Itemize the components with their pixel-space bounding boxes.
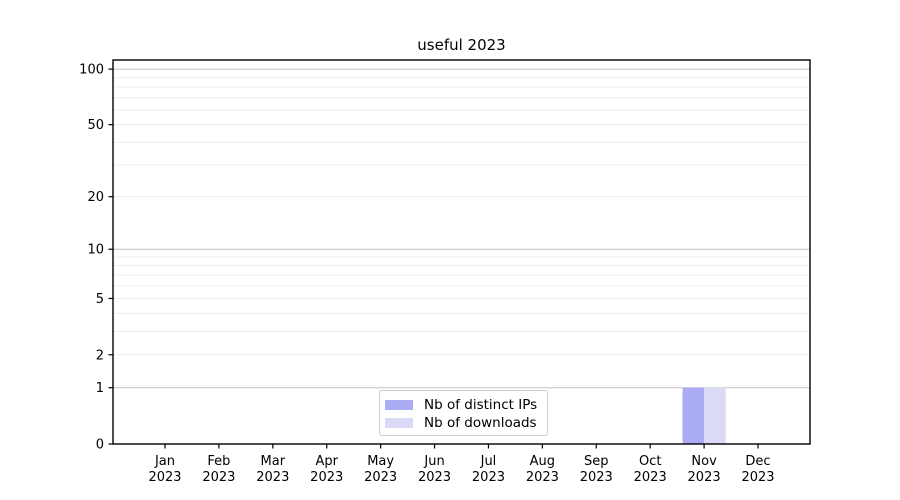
x-tick-label-year: 2023 xyxy=(202,470,235,485)
legend-swatch-distinct-ips xyxy=(385,399,413,410)
legend-label-distinct-ips: Nb of distinct IPs xyxy=(424,396,538,413)
x-tick-label-year: 2023 xyxy=(526,470,559,485)
legend-swatch-downloads xyxy=(385,417,413,428)
x-tick-label-month: Sep xyxy=(584,454,609,469)
x-tick-label-year: 2023 xyxy=(256,470,289,485)
bar-distinct-ips-nov xyxy=(682,387,705,444)
chart-title: useful 2023 xyxy=(417,36,506,54)
legend-label-downloads: Nb of downloads xyxy=(424,414,537,431)
y-tick-label: 5 xyxy=(96,292,104,307)
x-tick-label-year: 2023 xyxy=(418,470,451,485)
legend-item-distinct-ips: Nb of distinct IPs xyxy=(385,396,538,413)
x-tick-label-year: 2023 xyxy=(580,470,613,485)
y-tick-label: 0 xyxy=(96,438,104,453)
bar-downloads-nov xyxy=(704,387,726,444)
x-tick-label-month: Jan xyxy=(154,454,175,469)
x-tick-label-year: 2023 xyxy=(472,470,505,485)
x-tick-label-year: 2023 xyxy=(634,470,667,485)
x-tick-label-year: 2023 xyxy=(148,470,181,485)
y-tick-label: 2 xyxy=(96,348,104,363)
legend: Nb of distinct IPs Nb of downloads xyxy=(379,390,548,436)
x-tick-label-month: Nov xyxy=(691,454,717,469)
plot-border xyxy=(112,59,811,445)
x-tick-label-month: Aug xyxy=(530,454,555,469)
x-tick-label-year: 2023 xyxy=(688,470,721,485)
x-tick-label-month: Dec xyxy=(745,454,770,469)
x-tick-label-month: Oct xyxy=(639,454,661,469)
x-tick-label-month: Mar xyxy=(261,454,286,469)
x-tick-label-month: Jun xyxy=(423,454,444,469)
y-tick-label: 1 xyxy=(96,381,104,396)
x-tick-label-month: Jul xyxy=(480,454,497,469)
x-tick-label-year: 2023 xyxy=(310,470,343,485)
x-tick-label-month: Apr xyxy=(315,454,338,469)
y-tick-label: 50 xyxy=(87,118,104,133)
y-tick-label: 20 xyxy=(87,190,104,205)
legend-item-downloads: Nb of downloads xyxy=(385,414,538,431)
y-tick-label: 10 xyxy=(87,243,104,258)
y-tick-label: 100 xyxy=(79,63,104,78)
x-tick-label-year: 2023 xyxy=(364,470,397,485)
x-tick-label-year: 2023 xyxy=(741,470,774,485)
x-tick-label-month: Feb xyxy=(207,454,230,469)
x-tick-label-month: May xyxy=(367,454,394,469)
